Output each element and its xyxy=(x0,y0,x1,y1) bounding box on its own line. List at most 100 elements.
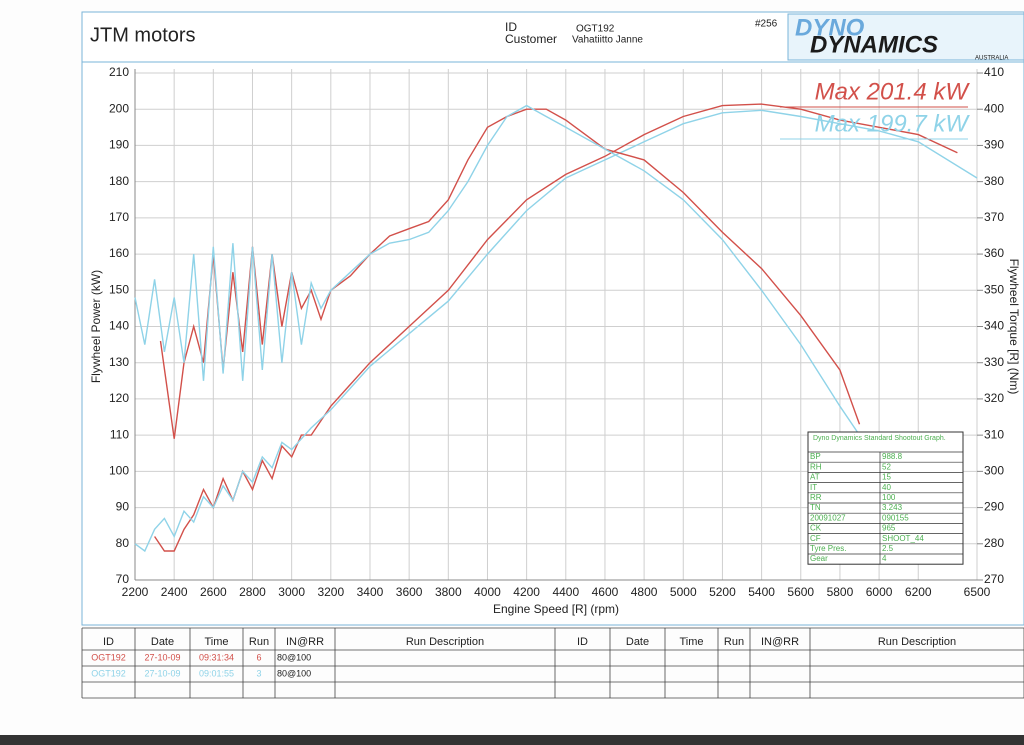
logo-top: DYNO xyxy=(795,14,865,41)
table-cell: 09:01:55 xyxy=(199,668,234,678)
info-cell: IT xyxy=(810,483,817,492)
logo-sub: AUSTRALIA xyxy=(975,56,1008,62)
x-tick-label: 3800 xyxy=(435,585,462,599)
y-tick-label: 210 xyxy=(109,65,129,79)
info-cell: SHOOT_44 xyxy=(882,534,924,543)
plot: 2200 2400 2600 2800 3000 3200 3400 3600 3800 4000… xyxy=(89,65,1021,616)
info-cell: 988.8 xyxy=(882,452,903,461)
table-cell: 27-10-09 xyxy=(144,652,180,662)
id-value: OGT192 xyxy=(576,24,615,35)
y-tick-label: 200 xyxy=(109,101,129,115)
y-tick-label: 90 xyxy=(116,500,130,514)
y-tick-label: 120 xyxy=(109,391,129,405)
x-tick-label: 6000 xyxy=(866,585,893,599)
logo-box xyxy=(787,13,1024,61)
table-header: Date xyxy=(626,636,649,648)
info-cell: RH xyxy=(810,462,822,471)
y2-tick-label: 380 xyxy=(984,174,1004,188)
y-tick-label: 130 xyxy=(109,355,129,369)
x-tick-label: 3000 xyxy=(278,585,305,599)
x-tick-label: 4800 xyxy=(631,585,658,599)
table-cell: 80@100 xyxy=(277,652,311,662)
table-header: ID xyxy=(103,636,114,648)
x-tick-label: 4400 xyxy=(552,585,579,599)
y2-tick-label: 290 xyxy=(984,500,1004,514)
max-annotation: Max 201.4 kW xyxy=(815,78,971,105)
x-tick-label: 4600 xyxy=(592,585,619,599)
y-axis-label: Flywheel Power (kW) xyxy=(89,270,103,383)
info-cell: BP xyxy=(810,452,821,461)
y2-tick-label: 320 xyxy=(984,391,1004,405)
table-header: Run xyxy=(249,636,269,648)
info-cell: 20091027 xyxy=(810,513,846,522)
table-header: Time xyxy=(204,636,228,648)
y-tick-label: 170 xyxy=(109,210,129,224)
info-cell: 15 xyxy=(882,473,891,482)
company-name: JTM motors xyxy=(90,24,196,46)
y-tick-label: 150 xyxy=(109,282,129,296)
run-table: ID Date Time Run IN@RR Run Description ID Date T… xyxy=(81,627,1024,699)
max-annotation: Max 199.7 kW xyxy=(815,110,971,137)
x-tick-label: 5000 xyxy=(670,585,697,599)
info-cell: 4 xyxy=(882,554,887,563)
table-cell: 27-10-09 xyxy=(144,668,180,678)
table-cell: 3 xyxy=(256,668,261,678)
x-tick-label: 5600 xyxy=(787,585,814,599)
x-tick-label: 4200 xyxy=(513,585,540,599)
x-tick-label: 2400 xyxy=(161,585,188,599)
x-tick-label: 5400 xyxy=(748,585,775,599)
x-tick-label: 3400 xyxy=(357,585,384,599)
info-cell: Gear xyxy=(810,554,828,563)
info-cell: 100 xyxy=(882,493,896,502)
table-header: ID xyxy=(577,636,588,648)
y-tick-label: 160 xyxy=(109,246,129,260)
info-cell: 40 xyxy=(882,483,891,492)
info-cell: AT xyxy=(810,473,820,482)
table-cell: 6 xyxy=(256,652,261,662)
y-tick-label: 100 xyxy=(109,464,129,478)
x-tick-label: 2600 xyxy=(200,585,227,599)
y2-tick-label: 340 xyxy=(984,319,1004,333)
table-header: Run Description xyxy=(878,636,956,648)
table-cell: 09:31:34 xyxy=(199,652,234,662)
x-tick-label: 3600 xyxy=(396,585,423,599)
x-tick-label: 6200 xyxy=(905,585,932,599)
info-cell: CF xyxy=(810,534,821,543)
series-line xyxy=(134,109,978,553)
info-cell: 2.5 xyxy=(882,544,894,553)
info-box-title: Dyno Dynamics Standard Shootout Graph. xyxy=(813,435,946,442)
y2-axis-label: Flywheel Torque [R] (Nm) xyxy=(1007,259,1021,395)
x-tick-label: 6500 xyxy=(964,585,991,599)
table-header: Time xyxy=(679,636,703,648)
info-cell: CK xyxy=(810,524,822,533)
info-cell: TN xyxy=(810,503,821,512)
info-cell: 965 xyxy=(882,524,896,533)
y2-tick-label: 360 xyxy=(984,246,1004,260)
y2-tick-label: 330 xyxy=(984,355,1004,369)
sheet-number: #256 xyxy=(755,19,778,30)
info-cell: 090155 xyxy=(882,513,909,522)
y2-tick-label: 390 xyxy=(984,138,1004,152)
x-tick-label: 5800 xyxy=(827,585,854,599)
x-tick-label: 4000 xyxy=(474,585,501,599)
y2-tick-label: 410 xyxy=(984,65,1004,79)
info-cell: Tyre Pres. xyxy=(810,544,846,553)
table-cell: 80@100 xyxy=(277,668,311,678)
y2-tick-label: 370 xyxy=(984,210,1004,224)
y2-tick-label: 400 xyxy=(984,101,1004,115)
y-tick-label: 140 xyxy=(109,319,129,333)
y-tick-label: 190 xyxy=(109,138,129,152)
table-header: IN@RR xyxy=(286,636,324,648)
scan-edge xyxy=(0,735,1024,745)
y2-tick-label: 270 xyxy=(984,572,1004,586)
table-header: Date xyxy=(151,636,174,648)
x-axis-label: Engine Speed [R] (rpm) xyxy=(493,602,619,616)
info-box xyxy=(807,431,964,565)
info-cell: 3.243 xyxy=(882,503,903,512)
series-line xyxy=(134,104,861,436)
customer-value: Vahatiitto Janne xyxy=(572,35,643,46)
table-header: Run Description xyxy=(406,636,484,648)
table-header: Run xyxy=(724,636,744,648)
customer-label: Customer xyxy=(505,32,557,46)
